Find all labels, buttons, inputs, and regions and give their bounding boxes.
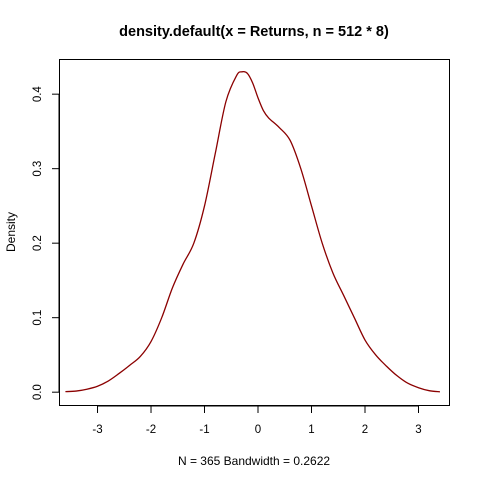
y-tick-label: 0.1 (32, 310, 44, 326)
x-tick-label: 0 (255, 424, 261, 436)
y-ticks: 0.0 0.1 0.2 0.3 0.4 (32, 86, 59, 400)
x-ticks: -3 -2 -1 0 1 2 3 (92, 406, 422, 436)
density-curve (65, 70, 440, 393)
chart-title: density.default(x = Returns, n = 512 * 8… (119, 24, 389, 40)
x-tick-label: 3 (415, 424, 421, 436)
x-axis-label: N = 365 Bandwidth = 0.2622 (178, 454, 330, 468)
y-tick-label: 0.2 (32, 235, 44, 251)
x-tick-label: -2 (146, 424, 156, 436)
y-tick-label: 0.0 (32, 384, 44, 400)
x-tick-label: 2 (362, 424, 368, 436)
y-tick-label: 0.3 (32, 161, 44, 177)
y-axis-label: Density (4, 212, 18, 252)
x-tick-label: 1 (308, 424, 314, 436)
x-tick-label: -3 (92, 424, 102, 436)
y-axis: 0.0 0.1 0.2 0.3 0.4 (32, 86, 60, 400)
x-axis: -3 -2 -1 0 1 2 3 (92, 405, 422, 436)
y-tick-label: 0.4 (32, 86, 44, 103)
series-layer (65, 70, 440, 393)
x-tick-label: -1 (199, 424, 209, 436)
